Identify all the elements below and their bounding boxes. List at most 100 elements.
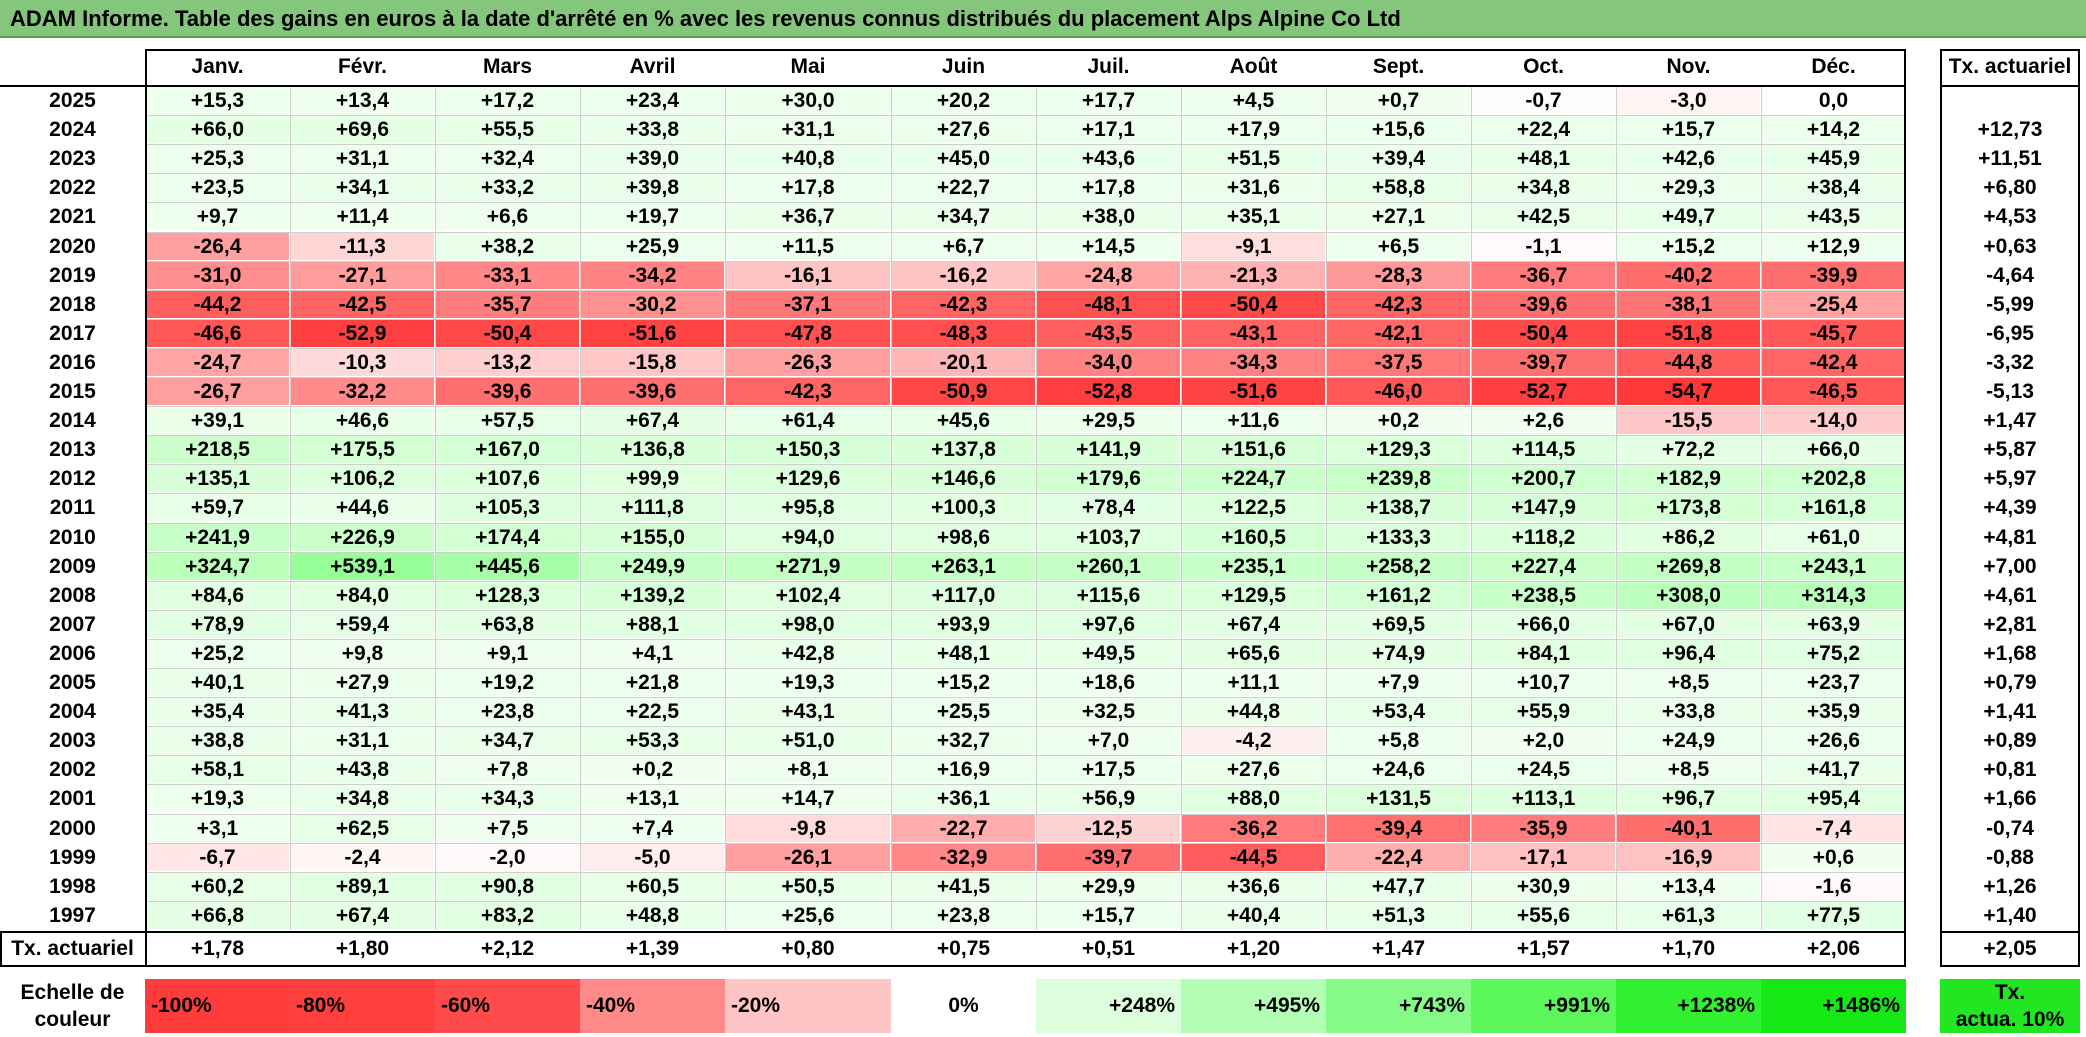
table-cell: +133,3 [1327, 523, 1470, 551]
month-header: Janv. [191, 55, 244, 78]
month-header: Nov. [1666, 55, 1711, 78]
table-cell: +100,3 [892, 494, 1035, 522]
table-cell: +182,9 [1617, 465, 1760, 493]
table-cell: +114,5 [1472, 436, 1615, 464]
table-cell: +9,1 [436, 639, 579, 667]
table-cell: +23,8 [436, 698, 579, 726]
table-cell: -50,4 [1472, 319, 1615, 347]
table-cell: +258,2 [1327, 552, 1470, 580]
table-cell: +66,0 [1472, 610, 1615, 638]
table-cell: +263,1 [892, 552, 1035, 580]
table-cell: -47,8 [726, 319, 890, 347]
table-cell: +0,2 [1327, 407, 1470, 435]
row-rate: +1,41 [1983, 700, 2037, 724]
table-cell: +35,4 [146, 698, 289, 726]
legend-swatch: -60% [435, 978, 580, 1033]
row-divider [145, 493, 1906, 495]
table-cell: -46,5 [1762, 378, 1905, 406]
table-cell: +58,1 [146, 756, 289, 784]
table-cell: +94,0 [726, 523, 890, 551]
table-cell: -30,2 [581, 290, 724, 318]
table-cell: +146,6 [892, 465, 1035, 493]
table-cell: +86,2 [1617, 523, 1760, 551]
table-cell: +58,8 [1327, 174, 1470, 202]
table-cell: +65,6 [1182, 639, 1325, 667]
table-border-left [145, 49, 147, 965]
table-cell: -42,4 [1762, 348, 1905, 376]
table-cell: -42,1 [1327, 319, 1470, 347]
table-cell: +243,1 [1762, 552, 1905, 580]
table-cell: +57,5 [436, 407, 579, 435]
year-label: 1999 [49, 845, 96, 869]
table-cell: +241,9 [146, 523, 289, 551]
table-cell: +26,6 [1762, 727, 1905, 755]
table-cell: +113,1 [1472, 785, 1615, 813]
table-cell: +17,8 [726, 174, 890, 202]
table-cell: +19,7 [581, 203, 724, 231]
rate-border-top [1940, 49, 2080, 51]
footer-border-top [0, 930, 1906, 933]
table-cell: +67,4 [581, 407, 724, 435]
table-cell: +61,3 [1617, 901, 1760, 929]
table-cell: +161,8 [1762, 494, 1905, 522]
table-cell: -0,7 [1472, 87, 1615, 115]
table-cell: +224,7 [1182, 465, 1325, 493]
table-cell: +129,5 [1182, 581, 1325, 609]
table-cell: +2,0 [1472, 727, 1615, 755]
table-cell: +36,6 [1182, 872, 1325, 900]
table-cell: -32,9 [892, 843, 1035, 871]
table-cell: +238,5 [1472, 581, 1615, 609]
table-cell: +8,5 [1617, 756, 1760, 784]
table-cell: -42,3 [892, 290, 1035, 318]
legend-label-line: Echelle de [20, 980, 125, 1004]
table-cell: +39,0 [581, 145, 724, 173]
table-cell: +96,4 [1617, 639, 1760, 667]
row-rate: +1,66 [1983, 787, 2037, 811]
row-rate: +0,89 [1983, 729, 2037, 753]
table-cell: +42,6 [1617, 145, 1760, 173]
table-cell: +51,0 [726, 727, 890, 755]
table-cell: +137,8 [892, 436, 1035, 464]
table-cell: -24,7 [146, 348, 289, 376]
year-label: 1997 [49, 903, 96, 927]
row-rate: +1,26 [1983, 874, 2037, 898]
table-cell: +27,9 [291, 669, 434, 697]
table-cell: +24,9 [1617, 727, 1760, 755]
table-cell: +99,9 [581, 465, 724, 493]
table-cell: +150,3 [726, 436, 890, 464]
table-cell: +6,6 [436, 203, 579, 231]
legend-swatch: -20% [725, 978, 891, 1033]
table-cell: -44,2 [146, 290, 289, 318]
year-label: 2000 [49, 816, 96, 840]
table-cell: +59,7 [146, 494, 289, 522]
table-cell: +31,1 [291, 145, 434, 173]
table-cell: +42,8 [726, 639, 890, 667]
table-cell: +42,5 [1472, 203, 1615, 231]
footer-rate: +1,57 [1516, 936, 1571, 960]
year-label: 2015 [49, 380, 96, 403]
table-cell: +7,4 [581, 814, 724, 842]
month-header: Déc. [1811, 55, 1856, 78]
table-cell: +202,8 [1762, 465, 1905, 493]
table-cell: +34,8 [1472, 174, 1615, 202]
table-cell: +5,8 [1327, 727, 1470, 755]
table-cell: +27,1 [1327, 203, 1470, 231]
rate-border-right [2078, 49, 2080, 965]
row-rate: +0,81 [1983, 758, 2037, 782]
row-rate: +4,53 [1983, 205, 2037, 229]
table-cell: +6,7 [892, 232, 1035, 260]
table-cell: +78,9 [146, 610, 289, 638]
table-cell: -7,4 [1762, 814, 1905, 842]
year-label: 2018 [49, 292, 96, 316]
table-cell: +55,6 [1472, 901, 1615, 929]
table-cell: +0,2 [581, 756, 724, 784]
table-cell: +139,2 [581, 581, 724, 609]
legend-label: Echelle de couleur [0, 979, 145, 1033]
table-cell: +539,1 [291, 552, 434, 580]
table-cell: +59,4 [291, 610, 434, 638]
table-cell: -35,7 [436, 290, 579, 318]
footer-rate: +2,06 [1806, 936, 1861, 960]
table-cell: -22,7 [892, 814, 1035, 842]
month-header: Oct. [1523, 55, 1564, 78]
table-cell: +12,9 [1762, 232, 1905, 260]
